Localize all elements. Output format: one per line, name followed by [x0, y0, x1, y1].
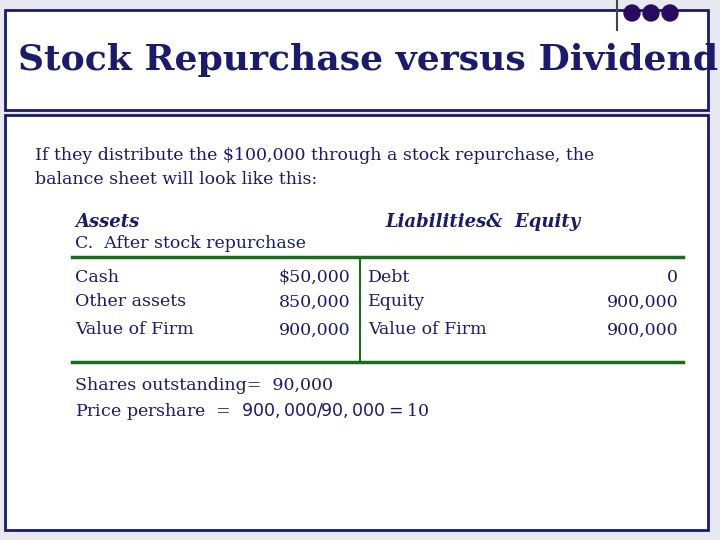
Circle shape: [662, 5, 678, 21]
Text: Shares outstanding=  90,000: Shares outstanding= 90,000: [75, 376, 333, 394]
Text: Liabilities&  Equity: Liabilities& Equity: [385, 213, 580, 231]
Text: 900,000: 900,000: [606, 321, 678, 339]
Text: Value of Firm: Value of Firm: [75, 321, 194, 339]
Text: Debt: Debt: [368, 268, 410, 286]
Text: 900,000: 900,000: [606, 294, 678, 310]
Text: Stock Repurchase versus Dividend: Stock Repurchase versus Dividend: [18, 43, 718, 77]
Text: 0: 0: [667, 268, 678, 286]
Text: Price pershare  =  $900,000 /  90,000  =  $10: Price pershare = $900,000 / 90,000 = $10: [75, 402, 429, 422]
Text: Value of Firm: Value of Firm: [368, 321, 487, 339]
Text: $50,000: $50,000: [278, 268, 350, 286]
Text: C.  After stock repurchase: C. After stock repurchase: [75, 235, 306, 253]
Circle shape: [624, 5, 640, 21]
Text: 850,000: 850,000: [279, 294, 350, 310]
Bar: [5, 10, 708, 110]
Text: Cash: Cash: [75, 268, 119, 286]
Text: If they distribute the $100,000 through a stock repurchase, the: If they distribute the $100,000 through …: [35, 146, 594, 164]
Text: Assets: Assets: [75, 213, 139, 231]
Bar: [5, 115, 708, 530]
Text: 900,000: 900,000: [279, 321, 350, 339]
Text: Equity: Equity: [368, 294, 426, 310]
Text: Other assets: Other assets: [75, 294, 186, 310]
Text: balance sheet will look like this:: balance sheet will look like this:: [35, 172, 318, 188]
Circle shape: [643, 5, 659, 21]
